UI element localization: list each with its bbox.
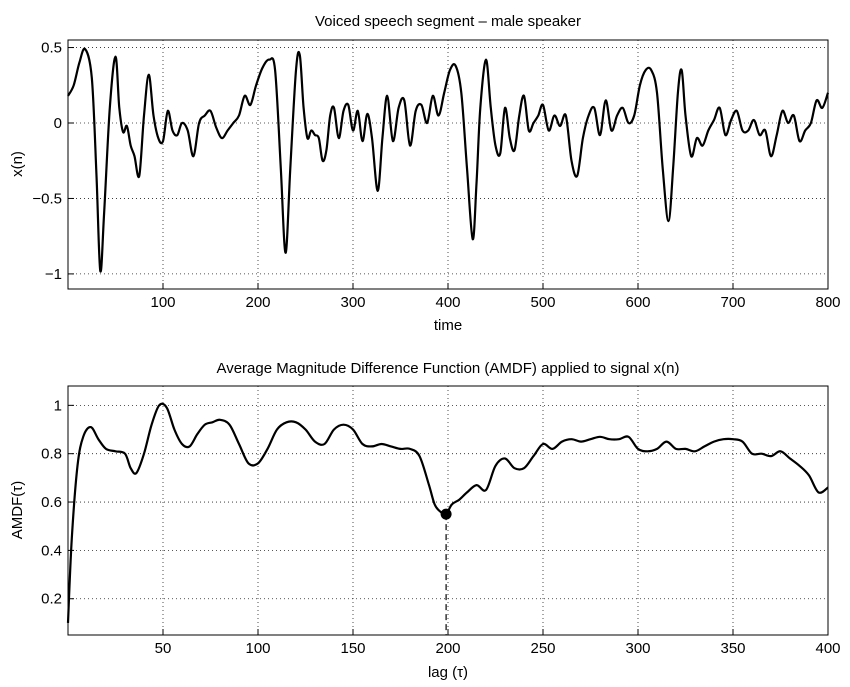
- signal-line: [66, 402, 829, 623]
- x-tick-label: 100: [150, 294, 175, 311]
- chart-title: Average Magnitude Difference Function (A…: [216, 360, 679, 377]
- tick-labels: 50 100 150 200 250 300 350 400 0.2 0.4 0.6 0.8 1: [41, 397, 840, 657]
- chart-title: Voiced speech segment – male speaker: [315, 13, 581, 30]
- x-tick-label: 300: [625, 640, 650, 657]
- y-tick-label: 0.4: [41, 542, 62, 559]
- speech-signal-chart: Voiced speech segment – male speaker 100…: [9, 13, 841, 334]
- x-tick-label: 700: [720, 294, 745, 311]
- axes-frame: [67, 385, 829, 636]
- x-tick-label: 400: [435, 294, 460, 311]
- x-tick-label: 350: [720, 640, 745, 657]
- x-tick-label: 300: [340, 294, 365, 311]
- axes-frame: [67, 39, 829, 290]
- x-tick-label: 250: [530, 640, 555, 657]
- x-tick-label: 100: [245, 640, 270, 657]
- y-tick-label: 0.5: [41, 40, 62, 57]
- y-tick-label: 1: [54, 397, 62, 414]
- amdf-chart: Average Magnitude Difference Function (A…: [9, 360, 841, 681]
- y-tick-label: 0.8: [41, 446, 62, 463]
- y-tick-label: 0.2: [41, 591, 62, 608]
- x-tick-label: 50: [155, 640, 172, 657]
- y-tick-label: 0.6: [41, 494, 62, 511]
- plot-area: [66, 402, 829, 635]
- x-tick-label: 500: [530, 294, 555, 311]
- y-tick-label: 0: [54, 115, 62, 132]
- x-tick-label: 800: [815, 294, 840, 311]
- x-tick-label: 150: [340, 640, 365, 657]
- x-tick-label: 400: [815, 640, 840, 657]
- x-axis-label: time: [434, 317, 462, 334]
- tick-labels: 100 200 300 400 500 600 700 800 −1 −0.5 0 0.5: [32, 40, 840, 311]
- y-axis-label: AMDF(τ): [9, 481, 26, 539]
- minimum-marker: [440, 508, 452, 520]
- y-axis-label: x(n): [9, 151, 26, 177]
- x-tick-label: 200: [245, 294, 270, 311]
- signal-line: [67, 47, 830, 273]
- y-tick-label: −1: [45, 266, 62, 283]
- y-tick-label: −0.5: [32, 190, 62, 207]
- x-axis-label: lag (τ): [428, 664, 468, 681]
- x-tick-label: 600: [625, 294, 650, 311]
- x-tick-label: 200: [435, 640, 460, 657]
